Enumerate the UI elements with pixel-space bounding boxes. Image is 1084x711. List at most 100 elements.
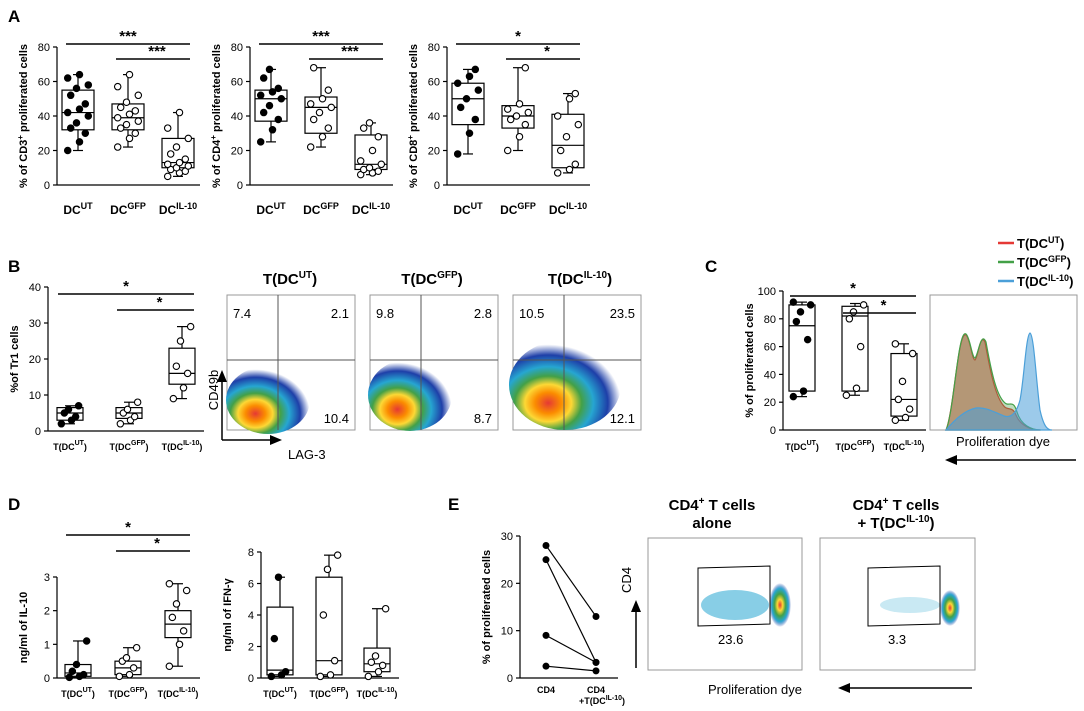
data-point bbox=[116, 124, 125, 132]
data-point bbox=[571, 160, 580, 169]
data-point bbox=[842, 391, 851, 399]
data-point bbox=[169, 394, 178, 403]
category-label: T(DCIL-10) bbox=[357, 687, 398, 699]
data-point bbox=[367, 658, 376, 666]
data-point bbox=[66, 91, 75, 100]
flow-dot-cloud-gfp bbox=[368, 359, 452, 431]
significance-label: *** bbox=[119, 28, 137, 45]
pair-line bbox=[545, 559, 597, 663]
data-point bbox=[133, 398, 142, 406]
data-point bbox=[116, 103, 125, 112]
data-point bbox=[465, 129, 474, 138]
flow-e-gate-coculture bbox=[867, 565, 941, 627]
significance-label: * bbox=[123, 278, 129, 295]
flow-e-x-arrowhead bbox=[838, 683, 850, 693]
data-point bbox=[845, 315, 854, 323]
y-tick-label: 8 bbox=[248, 547, 254, 559]
data-point bbox=[356, 157, 365, 165]
quadrant-lr-il10: 12.1 bbox=[610, 411, 635, 426]
data-point bbox=[79, 670, 88, 679]
data-point bbox=[179, 627, 188, 635]
data-point bbox=[132, 643, 141, 652]
y-tick-label: 20 bbox=[764, 397, 776, 409]
data-point bbox=[365, 119, 374, 127]
quadrant-ur-il10: 23.5 bbox=[610, 306, 635, 321]
data-point bbox=[898, 377, 907, 386]
category-label: T(DCGFP) bbox=[310, 687, 349, 699]
data-point bbox=[63, 108, 72, 117]
data-point bbox=[281, 667, 290, 676]
data-point bbox=[165, 579, 174, 588]
data-point bbox=[306, 100, 315, 108]
data-point bbox=[57, 420, 66, 428]
y-axis-label: ng/ml of IL-10 bbox=[18, 592, 30, 664]
quadrant-ul-ut: 7.4 bbox=[233, 306, 251, 321]
y-tick-label: 60 bbox=[764, 342, 776, 354]
data-point bbox=[134, 117, 143, 125]
data-point bbox=[327, 103, 336, 112]
y-tick-label: 80 bbox=[428, 42, 440, 54]
y-tick-label: 1 bbox=[44, 639, 50, 651]
panel-letter-d: D bbox=[8, 495, 20, 514]
data-point bbox=[113, 82, 122, 91]
data-point bbox=[503, 105, 512, 113]
data-point bbox=[75, 138, 84, 146]
quadrant-ul-il10: 10.5 bbox=[519, 306, 544, 321]
y-axis-label: % of CD3+ proliferated cells bbox=[16, 44, 30, 188]
category-label: CD4 bbox=[537, 685, 555, 695]
data-point bbox=[265, 65, 274, 74]
y-tick-label: 20 bbox=[428, 146, 440, 158]
data-point bbox=[856, 342, 865, 351]
y-tick-label: 0 bbox=[434, 180, 440, 192]
data-point bbox=[122, 98, 131, 106]
data-point bbox=[309, 63, 318, 72]
box bbox=[788, 304, 816, 392]
data-point bbox=[542, 541, 550, 549]
data-point bbox=[122, 654, 131, 662]
data-point bbox=[71, 412, 80, 421]
data-point bbox=[122, 120, 131, 129]
data-point bbox=[905, 405, 914, 413]
category-label: CD4 bbox=[587, 685, 605, 695]
significance-label: *** bbox=[312, 28, 330, 45]
y-tick-label: 40 bbox=[29, 282, 41, 294]
category-label: DCUT bbox=[63, 201, 93, 217]
data-point bbox=[316, 672, 325, 681]
data-point bbox=[453, 79, 462, 87]
histogram-axis-label: Proliferation dye bbox=[956, 434, 1050, 449]
data-point bbox=[84, 112, 93, 120]
data-point bbox=[268, 126, 277, 134]
significance-label: * bbox=[850, 280, 856, 297]
data-point bbox=[324, 86, 333, 94]
data-point bbox=[542, 556, 550, 564]
data-point bbox=[471, 65, 480, 74]
data-point bbox=[184, 162, 193, 170]
panel-letter-c: C bbox=[705, 257, 717, 276]
y-tick-label: 2 bbox=[44, 606, 50, 618]
significance-label: * bbox=[515, 28, 521, 45]
category-label-line2: +T(DCIL-10) bbox=[579, 695, 625, 706]
flow-e-title-coculture-line1: CD4+ T cells bbox=[853, 496, 940, 514]
data-point bbox=[512, 112, 521, 120]
data-point bbox=[515, 100, 524, 108]
data-point bbox=[75, 70, 84, 79]
pair-line bbox=[545, 634, 597, 663]
data-point bbox=[799, 387, 808, 395]
flow-plots-e: CD4+ T cells alone CD4+ T cells + T(DCIL… bbox=[619, 496, 976, 697]
y-tick-label: 60 bbox=[231, 77, 243, 89]
flow-e-y-label: CD4 bbox=[619, 567, 634, 593]
y-tick-label: 0 bbox=[248, 673, 254, 685]
data-point bbox=[365, 164, 374, 172]
significance-label: * bbox=[125, 519, 131, 536]
data-point bbox=[131, 129, 140, 138]
data-point bbox=[175, 108, 184, 117]
data-point bbox=[82, 637, 91, 645]
data-point bbox=[806, 301, 815, 309]
flow-plots-b: T(DCUT) T(DCGFP) T(DCIL-10) 7.4 2.1 10.4… bbox=[206, 270, 642, 462]
category-label: T(DCIL-10) bbox=[884, 440, 925, 452]
panel-letter-b: B bbox=[8, 257, 20, 276]
histogram-blue-il10 bbox=[944, 332, 1053, 431]
data-point bbox=[172, 600, 181, 608]
data-point bbox=[571, 89, 580, 98]
data-point bbox=[176, 337, 185, 345]
